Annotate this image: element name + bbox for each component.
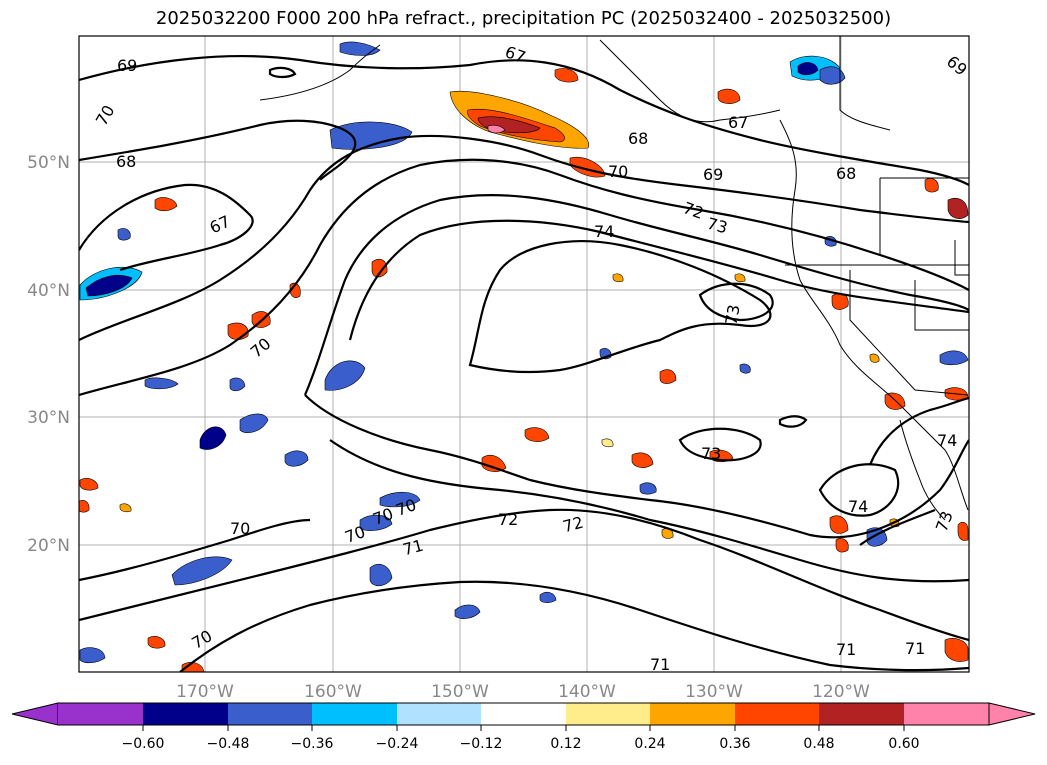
contour-label: 74 xyxy=(848,497,868,516)
lon-label: 160°W xyxy=(304,682,362,702)
colorbar-tick-label: 0.36 xyxy=(719,736,750,752)
colorbar-extend-left xyxy=(11,702,59,726)
contour-label: 72 xyxy=(561,513,586,537)
contour-label: 68 xyxy=(628,129,648,148)
contour-label: 74 xyxy=(937,431,957,450)
colorbar-tick-label: 0.48 xyxy=(803,736,834,752)
longitude-labels: 170°W 160°W 150°W 140°W 130°W 120°W xyxy=(176,682,870,702)
colorbar-segment xyxy=(397,703,481,725)
colorbar-segment xyxy=(735,703,819,725)
lon-label: 130°W xyxy=(685,682,743,702)
colorbar-segment xyxy=(819,703,904,725)
map-border xyxy=(78,35,970,673)
contour-label: 69 xyxy=(703,165,723,184)
colorbar-segment xyxy=(904,703,989,725)
lat-label: 50°N xyxy=(27,153,70,173)
colorbar-segment xyxy=(58,703,143,725)
coastlines xyxy=(259,36,969,521)
colorbar-extend-right xyxy=(988,702,1036,726)
lat-label: 30°N xyxy=(27,408,70,428)
contour-label: 68 xyxy=(116,152,136,171)
contour-label: 73 xyxy=(721,303,743,326)
colorbar-segment xyxy=(143,703,228,725)
contour-label: 72 xyxy=(498,510,518,529)
contour-label: 68 xyxy=(836,164,856,183)
contour-label: 74 xyxy=(594,222,614,241)
refractivity-contours xyxy=(79,54,969,672)
colorbar-tick-label: 0.60 xyxy=(888,736,919,752)
contour-label: 70 xyxy=(230,519,250,538)
colorbar-segment xyxy=(228,703,312,725)
contour-label: 67 xyxy=(728,113,748,132)
colorbar-tick-label: −0.48 xyxy=(207,736,250,752)
gridlines xyxy=(79,36,969,672)
contour-label: 73 xyxy=(705,214,730,238)
lon-label: 140°W xyxy=(558,682,616,702)
colorbar-segment xyxy=(312,703,397,725)
lon-label: 120°W xyxy=(812,682,870,702)
lon-label: 170°W xyxy=(176,682,234,702)
lon-label: 150°W xyxy=(431,682,489,702)
contour-label: 71 xyxy=(650,655,670,674)
contour-label: 69 xyxy=(117,56,137,75)
colorbar-segment xyxy=(650,703,735,725)
contour-label: 73 xyxy=(701,444,721,463)
lat-label: 40°N xyxy=(27,281,70,301)
colorbar-tick-marks xyxy=(142,725,905,731)
colorbar-tick-label: −0.12 xyxy=(460,736,503,752)
contour-label: 71 xyxy=(836,640,856,659)
contour-label: 70 xyxy=(608,162,628,181)
colorbar-tick-label: 0.12 xyxy=(550,736,581,752)
precip-negative-patches xyxy=(79,41,969,664)
latitude-labels: 50°N 40°N 30°N 20°N xyxy=(27,153,70,556)
colorbar-tick-label: −0.24 xyxy=(376,736,419,752)
precip-positive-patches xyxy=(79,68,969,672)
lat-label: 20°N xyxy=(27,536,70,556)
contour-label: 71 xyxy=(401,536,426,560)
colorbar-segment xyxy=(481,703,566,725)
contour-label: 71 xyxy=(905,639,925,658)
map-title: 2025032200 F000 200 hPa refract., precip… xyxy=(155,8,892,29)
colorbar: −0.60 −0.48 −0.36 −0.24 −0.12 0.12 0.24 … xyxy=(11,702,1036,752)
colorbar-segment xyxy=(566,703,650,725)
colorbar-tick-label: 0.24 xyxy=(634,736,665,752)
colorbar-tick-label: −0.36 xyxy=(291,736,334,752)
colorbar-tick-label: −0.60 xyxy=(122,736,165,752)
